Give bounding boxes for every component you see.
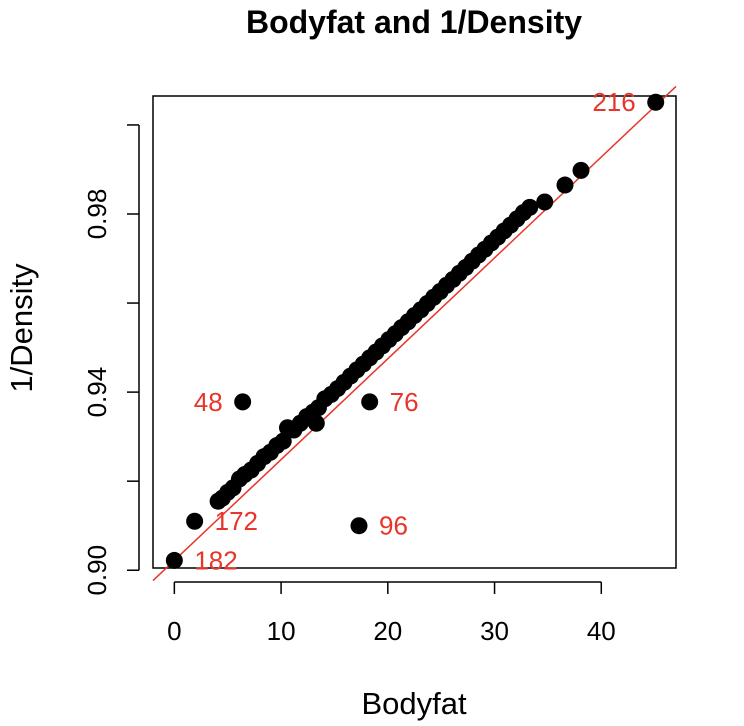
y-tick-label: 0.98 [82,189,112,240]
data-point [274,432,292,450]
y-axis: 0.90 0.94 0.98 [82,124,140,596]
data-point [186,512,204,530]
x-tick-label: 0 [167,616,181,646]
x-axis-label: Bodyfat [361,686,467,721]
x-tick-label: 40 [587,616,616,646]
x-tick-label: 10 [267,616,296,646]
point-label: 182 [194,545,237,575]
data-point [307,414,325,432]
data-point [647,93,665,111]
data-point [536,193,554,211]
point-label: 172 [215,506,258,536]
point-label: 96 [379,511,408,541]
data-point [350,517,368,535]
y-tick-label: 0.90 [82,545,112,596]
point-labels-layer: 216 48 76 172 96 182 [194,87,636,575]
x-tick-label: 20 [373,616,402,646]
data-point [165,551,183,569]
point-label: 216 [592,87,635,117]
data-point [556,176,574,194]
data-point [572,161,590,179]
points-layer [165,93,665,569]
data-point [521,198,539,216]
point-label: 48 [194,387,223,417]
point-label: 76 [390,387,419,417]
y-tick-label: 0.94 [82,367,112,418]
y-axis-label: 1/Density [4,263,39,393]
data-point [234,393,252,411]
x-tick-label: 30 [480,616,509,646]
x-axis: 0 10 20 30 40 [167,581,616,646]
chart-title: Bodyfat and 1/Density [246,4,582,40]
data-point [361,393,379,411]
plot-frame [152,95,677,569]
